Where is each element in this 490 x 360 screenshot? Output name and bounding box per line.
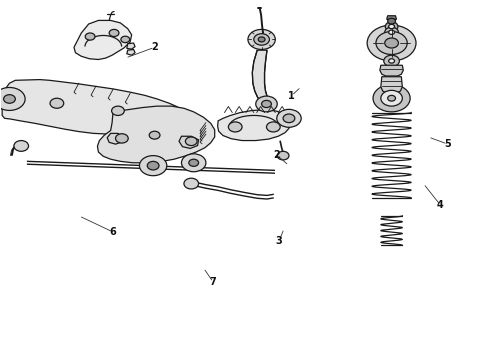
Circle shape <box>385 27 398 37</box>
Circle shape <box>267 122 280 132</box>
Text: 2: 2 <box>273 150 280 160</box>
Polygon shape <box>74 21 132 59</box>
Circle shape <box>116 134 128 143</box>
Circle shape <box>384 55 399 67</box>
Circle shape <box>140 156 167 176</box>
Circle shape <box>0 87 25 111</box>
Circle shape <box>277 109 301 127</box>
Circle shape <box>147 161 159 170</box>
Circle shape <box>388 95 395 101</box>
Circle shape <box>189 159 198 166</box>
Text: 1: 1 <box>288 91 295 101</box>
Circle shape <box>389 30 394 35</box>
Circle shape <box>254 34 270 45</box>
Circle shape <box>388 18 395 24</box>
Text: 5: 5 <box>444 139 451 149</box>
Circle shape <box>248 30 275 49</box>
Circle shape <box>3 95 15 103</box>
Circle shape <box>262 100 271 108</box>
Circle shape <box>258 37 265 42</box>
Text: 7: 7 <box>210 277 217 287</box>
Circle shape <box>50 98 64 108</box>
Circle shape <box>277 151 289 160</box>
Text: 6: 6 <box>110 227 117 237</box>
Circle shape <box>112 106 124 116</box>
Circle shape <box>185 137 197 145</box>
Circle shape <box>376 32 407 54</box>
Circle shape <box>149 131 160 139</box>
Polygon shape <box>127 49 135 55</box>
Circle shape <box>389 24 394 29</box>
Circle shape <box>385 22 398 31</box>
Text: 2: 2 <box>151 42 158 52</box>
Polygon shape <box>380 65 403 76</box>
Text: 3: 3 <box>276 236 283 246</box>
Circle shape <box>367 25 416 61</box>
Circle shape <box>14 140 28 151</box>
Polygon shape <box>252 50 271 103</box>
Circle shape <box>181 154 206 172</box>
Circle shape <box>184 178 198 189</box>
Polygon shape <box>218 110 291 140</box>
Circle shape <box>256 96 277 112</box>
Polygon shape <box>2 80 187 134</box>
Text: 4: 4 <box>437 200 444 210</box>
Circle shape <box>389 59 394 63</box>
Circle shape <box>228 122 242 132</box>
Polygon shape <box>98 106 215 163</box>
Circle shape <box>85 33 95 40</box>
Polygon shape <box>179 136 198 148</box>
Polygon shape <box>381 77 402 93</box>
Polygon shape <box>387 16 396 19</box>
Circle shape <box>381 90 402 106</box>
Circle shape <box>283 114 295 123</box>
Circle shape <box>385 38 398 48</box>
Circle shape <box>121 36 130 42</box>
Polygon shape <box>107 134 123 144</box>
Circle shape <box>109 30 119 37</box>
Polygon shape <box>127 43 135 49</box>
Circle shape <box>373 85 410 112</box>
